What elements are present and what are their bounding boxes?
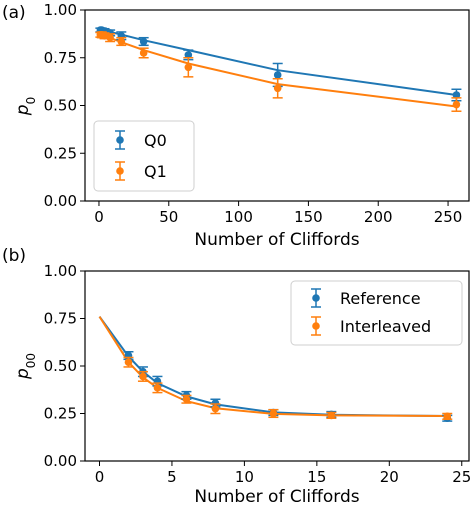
- data-point-q1: [116, 36, 127, 47]
- y-tick-label: 0.75: [44, 310, 77, 328]
- y-tick-label: 0.00: [44, 192, 77, 210]
- data-point-interleaved: [326, 411, 337, 420]
- marker: [211, 399, 220, 407]
- marker: [452, 91, 461, 99]
- legend-marker: [116, 167, 124, 175]
- data-point-interleaved: [152, 382, 163, 394]
- legend-label: Q0: [144, 131, 167, 150]
- panel-a-ylabel: p0: [13, 97, 38, 116]
- x-tick-label: 10: [235, 468, 254, 486]
- x-tick-label: 20: [380, 468, 399, 486]
- panel-a-label: (a): [2, 3, 26, 23]
- panel-b: (b) 0 5 10 15 20 25 0.00 0.25 0.50 0.75 1.00 Numb…: [2, 246, 471, 505]
- panel-b-legend-box: [290, 280, 463, 346]
- y-tick-label: 0.00: [44, 452, 77, 470]
- x-tick-label: 150: [294, 208, 323, 226]
- marker: [139, 37, 148, 46]
- data-point-interleaved: [137, 370, 148, 382]
- panel-a-legend: Q0 Q1: [93, 120, 195, 192]
- panel-b-ylabel: p00: [13, 353, 38, 380]
- data-point-interleaved: [181, 394, 192, 404]
- y-tick-label: 0.25: [44, 405, 77, 423]
- marker: [452, 100, 461, 109]
- marker: [269, 409, 278, 418]
- legend-entry-q0: Q0: [115, 130, 167, 150]
- data-point-interleaved: [210, 403, 221, 415]
- data-point-interleaved: [268, 408, 279, 419]
- x-tick-label: 50: [159, 208, 178, 226]
- legend-marker: [116, 136, 124, 144]
- y-tick-label: 0.75: [44, 49, 77, 67]
- panel-b-label: (b): [2, 246, 26, 266]
- y-tick-label: 0.50: [44, 97, 77, 115]
- panel-a-xlabel: Number of Cliffords: [194, 230, 359, 250]
- legend-label: Q1: [144, 162, 167, 181]
- legend-marker: [312, 294, 320, 302]
- x-tick-label: 15: [307, 468, 326, 486]
- data-point-q1: [272, 78, 283, 99]
- data-point-q1: [105, 33, 116, 43]
- x-tick-label: 200: [364, 208, 393, 226]
- x-tick-label: 25: [452, 468, 471, 486]
- legend-label: Interleaved: [340, 317, 431, 336]
- legend-label: Reference: [340, 289, 421, 308]
- y-tick-label: 1.00: [44, 262, 77, 280]
- data-point-q1: [183, 57, 194, 78]
- panel-b-legend: Reference Interleaved: [290, 280, 463, 346]
- panel-a: (a) 0 50 100 150 200 250 0.00 0.25 0.50 0.75 1.00…: [2, 1, 470, 250]
- marker: [106, 33, 114, 42]
- data-point-q0: [138, 36, 149, 47]
- marker: [273, 84, 282, 93]
- x-tick-label: 100: [224, 208, 253, 226]
- marker: [139, 372, 147, 381]
- x-tick-label: 0: [94, 208, 104, 226]
- y-tick-label: 0.25: [44, 144, 77, 162]
- data-point-reference: [210, 398, 221, 408]
- x-tick-label: 5: [167, 468, 177, 486]
- panel-b-xlabel: Number of Cliffords: [194, 487, 359, 505]
- marker: [184, 63, 193, 72]
- data-point-q1: [451, 97, 462, 112]
- data-point-interleaved: [442, 412, 453, 421]
- y-tick-label: 0.50: [44, 357, 77, 375]
- x-tick-label: 250: [434, 208, 463, 226]
- marker: [124, 358, 133, 367]
- legend-entry-reference: Reference: [311, 288, 421, 308]
- marker: [327, 411, 336, 420]
- marker: [211, 404, 220, 413]
- data-point-q1: [138, 47, 149, 59]
- legend-entry-interleaved: Interleaved: [311, 316, 431, 336]
- legend-marker: [312, 322, 320, 330]
- marker: [443, 412, 452, 421]
- marker: [273, 71, 282, 79]
- marker: [117, 37, 126, 46]
- data-point-interleaved: [123, 356, 134, 368]
- x-tick-label: 0: [95, 468, 105, 486]
- y-tick-label: 1.00: [44, 1, 77, 19]
- marker: [182, 395, 191, 404]
- marker: [153, 384, 162, 392]
- legend-entry-q1: Q1: [115, 161, 167, 181]
- marker: [184, 51, 193, 59]
- marker: [139, 49, 148, 57]
